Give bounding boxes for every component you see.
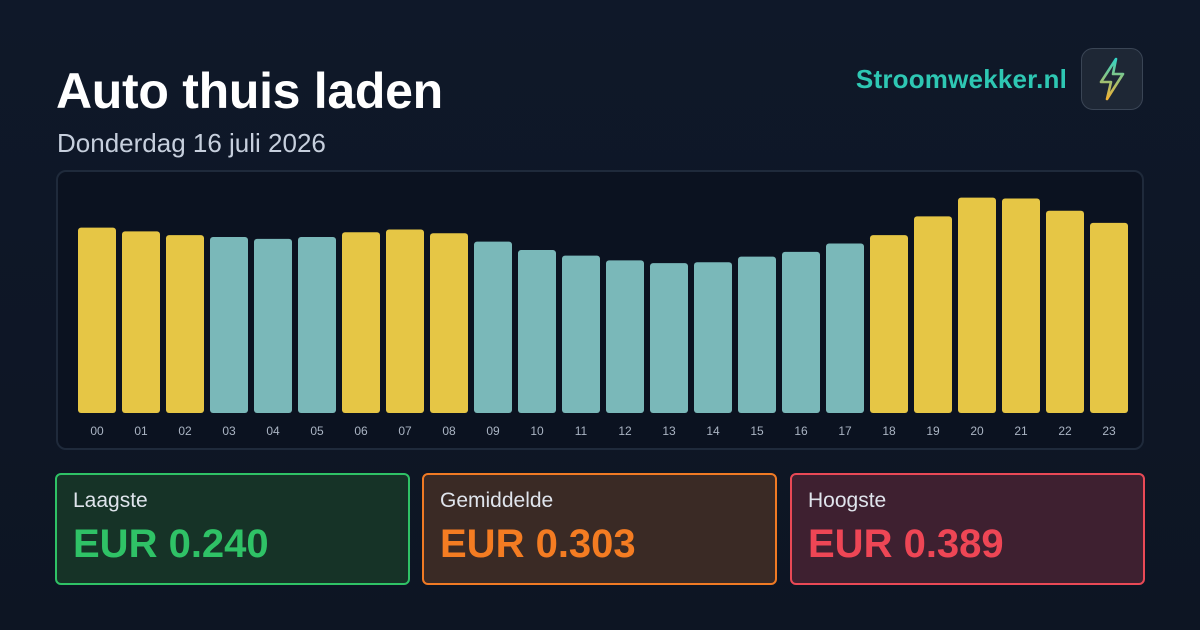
x-tick-label: 00 xyxy=(90,424,104,438)
lightning-bolt-icon xyxy=(1099,57,1125,101)
x-tick-label: 20 xyxy=(970,424,984,438)
bar-hour-01 xyxy=(122,231,160,413)
bar-hour-08 xyxy=(430,233,468,413)
page-title: Auto thuis laden xyxy=(56,63,443,119)
bar-hour-04 xyxy=(254,238,292,413)
bar-hour-12 xyxy=(606,260,644,413)
lowest-price-card: Laagste EUR 0.240 xyxy=(55,473,410,585)
average-price-value: EUR 0.303 xyxy=(440,522,636,566)
bar-hour-23 xyxy=(1090,222,1128,413)
bar-hour-10 xyxy=(518,250,556,413)
brand-name[interactable]: Stroomwekker.nl xyxy=(855,63,1067,94)
x-tick-label: 08 xyxy=(442,424,456,438)
highest-price-card: Hoogste EUR 0.389 xyxy=(790,473,1145,585)
x-tick-label: 09 xyxy=(486,424,500,438)
highest-price-value: EUR 0.389 xyxy=(808,522,1004,566)
brand-logo xyxy=(1081,48,1143,110)
x-tick-label: 21 xyxy=(1014,424,1028,438)
bar-hour-06 xyxy=(342,232,380,413)
bar-hour-15 xyxy=(738,256,776,413)
average-price-card: Gemiddelde EUR 0.303 xyxy=(422,473,777,585)
lowest-price-value: EUR 0.240 xyxy=(73,522,269,566)
bar-hour-13 xyxy=(650,263,688,413)
average-price-label: Gemiddelde xyxy=(440,489,554,512)
highest-price-label: Hoogste xyxy=(808,489,887,512)
x-tick-label: 03 xyxy=(222,424,236,438)
x-tick-label: 13 xyxy=(662,424,676,438)
bar-hour-11 xyxy=(562,255,600,413)
x-tick-label: 10 xyxy=(530,424,544,438)
page-subtitle: Donderdag 16 juli 2026 xyxy=(57,128,326,158)
bar-hour-00 xyxy=(78,227,116,413)
bar-hour-02 xyxy=(166,235,204,413)
x-tick-label: 05 xyxy=(310,424,324,438)
price-chart: 00 01 02 03 04 05 06 07 08 09 10 11 12 13 14 15 16 17 18 19… xyxy=(56,170,1144,450)
bar-hour-20 xyxy=(958,197,996,413)
bar-hour-03 xyxy=(210,236,248,413)
x-tick-label: 19 xyxy=(926,424,940,438)
bar-hour-09 xyxy=(474,241,512,413)
bar-hour-21 xyxy=(1002,198,1040,413)
x-tick-label: 16 xyxy=(794,424,808,438)
x-tick-label: 17 xyxy=(838,424,852,438)
x-tick-label: 23 xyxy=(1102,424,1116,438)
bar-hour-07 xyxy=(386,229,424,413)
x-tick-label: 18 xyxy=(882,424,896,438)
x-tick-label: 07 xyxy=(398,424,412,438)
x-tick-label: 12 xyxy=(618,424,632,438)
brand[interactable]: Stroomwekker.nl xyxy=(856,48,1143,110)
bar-hour-05 xyxy=(298,236,336,413)
x-tick-label: 22 xyxy=(1058,424,1072,438)
bar-hour-19 xyxy=(914,216,952,413)
bar-hour-18 xyxy=(870,235,908,413)
x-tick-label: 11 xyxy=(575,424,588,438)
x-tick-label: 15 xyxy=(750,424,764,438)
lowest-price-label: Laagste xyxy=(73,489,148,512)
bar-hour-22 xyxy=(1046,210,1084,413)
x-tick-label: 01 xyxy=(134,424,148,438)
bar-hour-17 xyxy=(826,243,864,413)
x-tick-label: 14 xyxy=(706,424,720,438)
price-chart-svg: 00 01 02 03 04 05 06 07 08 09 10 11 12 13 14 15 16 17 18 19… xyxy=(78,197,1128,438)
bar-hour-16 xyxy=(782,251,820,413)
x-tick-label: 06 xyxy=(354,424,368,438)
bar-hour-14 xyxy=(694,262,732,413)
x-tick-label: 04 xyxy=(266,424,280,438)
x-tick-label: 02 xyxy=(178,424,192,438)
